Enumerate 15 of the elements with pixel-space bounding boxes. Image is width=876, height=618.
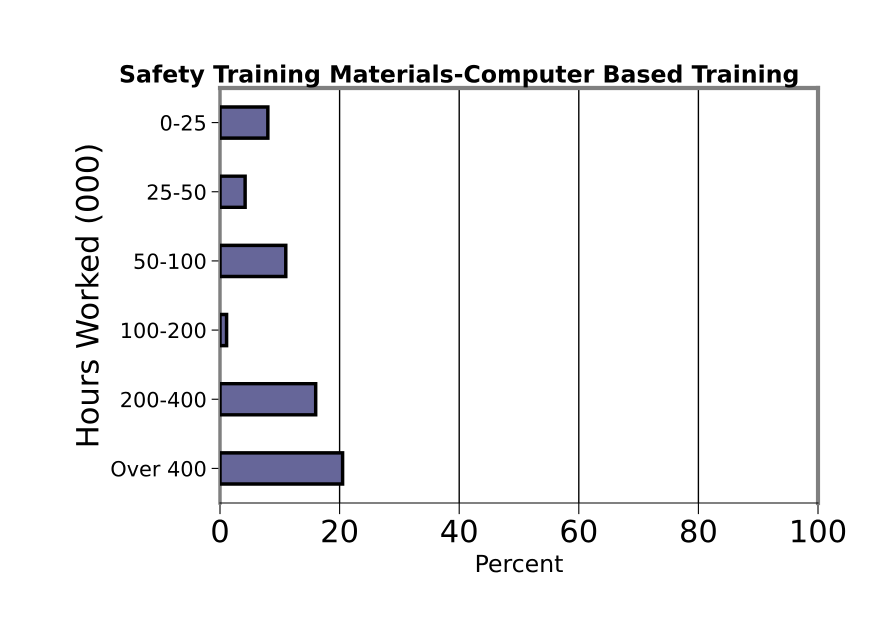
y-tick-label: 50-100 xyxy=(134,253,206,270)
x-tick-label: 40 xyxy=(441,520,477,543)
y-tick-label: 0-25 xyxy=(160,115,205,131)
x-tick-label: 0 xyxy=(212,520,228,543)
chart-title: Safety Training Materials-Computer Based Training xyxy=(120,64,798,88)
x-tick-label: 80 xyxy=(681,520,716,543)
x-axis-title: Percent xyxy=(476,554,563,572)
y-axis-title: Hours Worked (000) xyxy=(75,145,102,446)
x-tick-label: 60 xyxy=(561,520,596,543)
y-tick-label: 200-400 xyxy=(121,392,206,408)
x-tick-label: 20 xyxy=(322,520,358,543)
y-tick-label: Over 400 xyxy=(111,460,206,477)
x-tick-label: 100 xyxy=(792,520,846,543)
y-tick-label: 25-50 xyxy=(148,184,206,200)
y-tick-label: 100-200 xyxy=(122,322,206,338)
